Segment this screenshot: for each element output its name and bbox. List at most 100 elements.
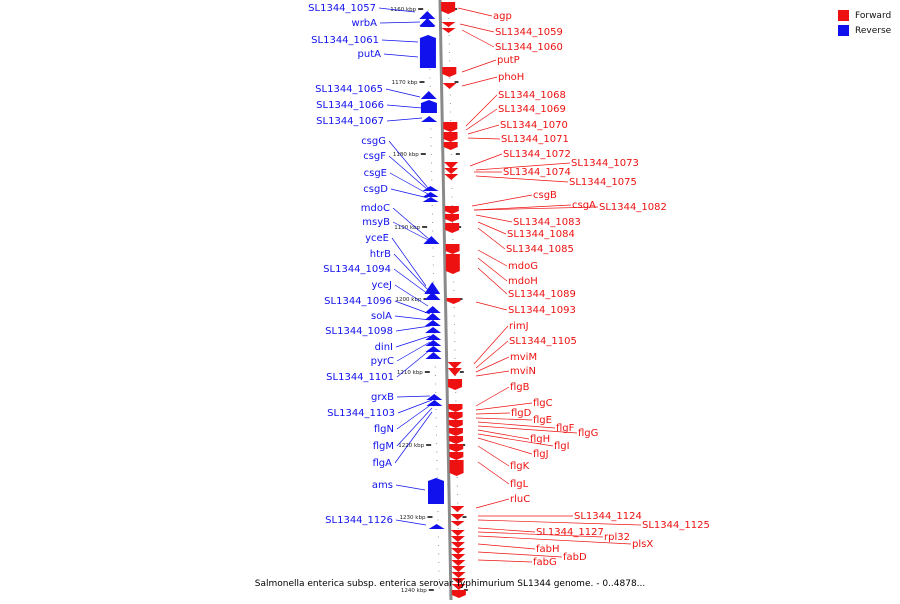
forward-gene-label: flgC <box>533 398 553 409</box>
reverse-leader-line <box>394 411 433 464</box>
reverse-leader-line <box>394 315 431 321</box>
forward-feature <box>451 554 466 560</box>
forward-gene-label: fabG <box>533 557 557 568</box>
reverse-leader-line <box>395 519 427 526</box>
forward-leader-line <box>461 59 497 73</box>
forward-gene-label: flgF <box>556 423 575 434</box>
forward-leader-line <box>475 498 510 509</box>
reverse-leader-line <box>395 335 431 348</box>
forward-gene-label: flgD <box>511 408 532 419</box>
forward-leader-line <box>477 527 536 533</box>
forward-leader-line <box>477 425 578 434</box>
reverse-feature <box>426 400 443 406</box>
forward-feature <box>445 244 460 254</box>
reverse-gene-label: SL1344_1096 <box>324 296 392 307</box>
forward-feature <box>447 368 462 376</box>
forward-feature <box>450 521 465 526</box>
forward-gene-label: SL1344_1124 <box>574 511 642 522</box>
forward-gene-label: mdoG <box>508 261 538 272</box>
forward-leader-line <box>475 301 508 311</box>
reverse-leader-line <box>397 399 433 414</box>
forward-gene-label: SL1344_1085 <box>506 244 574 255</box>
reverse-gene-label: SL1344_1065 <box>315 84 383 95</box>
forward-leader-line <box>475 402 533 411</box>
forward-gene-label: flgG <box>578 428 598 439</box>
forward-gene-label: SL1344_1084 <box>507 229 575 240</box>
forward-feature <box>450 514 465 520</box>
forward-feature <box>451 560 466 566</box>
forward-gene-label: SL1344_1072 <box>503 149 571 160</box>
reverse-feature <box>419 18 436 26</box>
forward-leader-line <box>457 7 493 17</box>
forward-leader-line <box>477 429 530 440</box>
axis-tick-label: 1210 kbp <box>397 370 423 376</box>
forward-gene-label: SL1344_1127 <box>536 527 604 538</box>
reverse-feature <box>425 334 442 340</box>
forward-feature <box>449 452 464 460</box>
forward-leader-line <box>477 227 506 250</box>
forward-feature <box>451 590 466 598</box>
forward-feature <box>444 162 459 169</box>
reverse-gene-label: msyB <box>362 217 390 228</box>
forward-feature <box>450 506 465 512</box>
forward-leader-line <box>471 194 533 207</box>
reverse-leader-line <box>389 172 429 195</box>
reverse-gene-label: SL1344_1094 <box>323 264 391 275</box>
forward-leader-line <box>475 386 510 407</box>
genome-caption: Salmonella enterica subsp. enterica sero… <box>254 579 646 589</box>
forward-leader-line <box>461 29 495 48</box>
forward-feature <box>445 223 460 233</box>
forward-gene-label: flgK <box>510 461 530 472</box>
reverse-leader-line <box>388 155 429 191</box>
forward-gene-label: putP <box>497 55 520 66</box>
forward-leader-line <box>477 531 604 538</box>
forward-gene-label: flgE <box>533 415 552 426</box>
reverse-gene-label: SL1344_1061 <box>311 35 379 46</box>
forward-leader-line <box>477 421 556 429</box>
reverse-leader-line <box>383 53 419 58</box>
forward-gene-label: flgI <box>554 441 570 452</box>
reverse-feature <box>425 327 442 333</box>
reverse-feature <box>422 192 439 197</box>
reverse-gene-label: csgD <box>363 184 388 195</box>
forward-gene-label: SL1344_1069 <box>498 104 566 115</box>
forward-feature <box>444 206 459 214</box>
reverse-leader-line <box>388 140 429 189</box>
reverse-feature <box>419 22 436 27</box>
forward-gene-label: SL1344_1093 <box>508 305 576 316</box>
reverse-feature <box>422 197 439 202</box>
reverse-feature <box>419 11 436 19</box>
axis-tick-label: 1190 kbp <box>394 225 420 231</box>
forward-feature <box>450 542 465 548</box>
forward-feature <box>448 428 463 436</box>
reverse-swatch <box>838 25 849 36</box>
reverse-gene-label: SL1344_1066 <box>316 100 384 111</box>
forward-gene-label: flgL <box>510 479 529 490</box>
forward-gene-label: fabH <box>536 544 560 555</box>
forward-feature <box>442 83 457 89</box>
forward-feature <box>446 298 461 304</box>
forward-swatch <box>838 10 849 21</box>
reverse-feature <box>425 346 442 352</box>
reverse-leader-line <box>391 237 427 287</box>
forward-leader-line <box>477 559 533 563</box>
reverse-leader-line <box>393 253 429 291</box>
forward-feature <box>445 254 460 274</box>
forward-gene-label: mviM <box>510 352 537 363</box>
reverse-feature <box>425 340 442 346</box>
forward-feature <box>447 362 462 369</box>
reverse-leader-line <box>393 268 429 295</box>
forward-feature <box>448 420 463 428</box>
forward-feature <box>441 2 456 14</box>
forward-gene-label: SL1344_1070 <box>500 120 568 131</box>
reverse-feature <box>428 478 445 504</box>
reverse-leader-line <box>396 395 431 398</box>
reverse-feature <box>424 292 441 300</box>
forward-leader-line <box>475 214 513 223</box>
reverse-gene-label: SL1344_1126 <box>325 515 393 526</box>
forward-feature <box>451 584 466 590</box>
forward-gene-label: phoH <box>498 72 524 83</box>
reverse-gene-label: csgF <box>363 151 386 162</box>
reverse-gene-label: SL1344_1067 <box>316 116 384 127</box>
reverse-gene-label: ams <box>372 480 393 491</box>
